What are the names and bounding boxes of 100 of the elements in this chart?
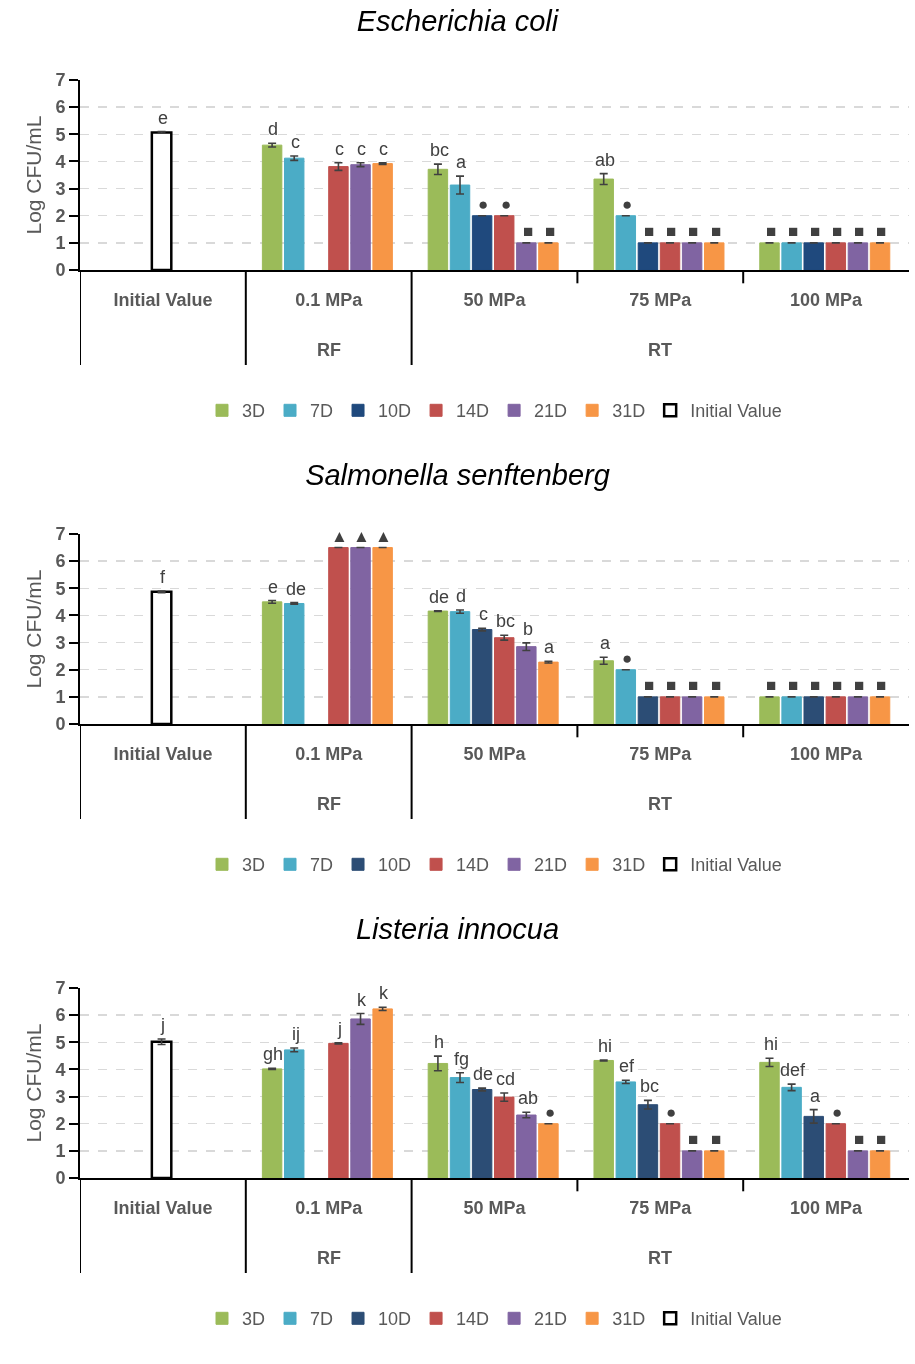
data-label: ● [478, 195, 489, 214]
data-label: ■ [854, 676, 865, 695]
legend-label: 3D [242, 1309, 266, 1330]
y-tick-label: 1 [55, 233, 66, 254]
data-label: ■ [876, 1130, 887, 1149]
data-label: c [479, 604, 488, 624]
legend-label: 14D [456, 1309, 490, 1330]
data-label: fg [454, 1049, 470, 1069]
x-tick-label: 0.1 MPa [295, 1197, 364, 1218]
legend-label: 21D [534, 1309, 568, 1330]
data-label: ■ [711, 1130, 722, 1149]
y-tick-label: 3 [55, 178, 66, 199]
y-tick-label: 5 [55, 578, 66, 599]
y-tick-label: 7 [55, 978, 66, 999]
y-tick-label: 2 [55, 1114, 66, 1135]
text: RT [648, 340, 672, 360]
y-tick-label: 0 [55, 260, 66, 281]
data-label: ■ [832, 222, 843, 241]
data-label: ■ [688, 222, 699, 241]
y-tick-label: 5 [55, 1032, 66, 1053]
y-tick-label: 6 [55, 97, 66, 118]
data-label: a [600, 633, 611, 653]
y-tick-label: 2 [55, 660, 66, 681]
y-tick-label: 3 [55, 1086, 66, 1107]
y-tick-label: 7 [55, 524, 66, 545]
data-label: de [286, 579, 307, 599]
legend-label: 10D [378, 401, 412, 422]
data-label: ■ [711, 222, 722, 241]
data-label: ● [622, 649, 633, 668]
text: RF [317, 794, 341, 814]
data-label: c [379, 139, 388, 159]
data-label: ■ [766, 222, 777, 241]
data-label: ■ [832, 676, 843, 695]
data-label: c [291, 132, 300, 152]
x-tick-label: 50 MPa [463, 1197, 527, 1218]
data-label: ab [518, 1088, 539, 1108]
data-label: c [357, 139, 366, 159]
x-tick-label: 0.1 MPa [295, 289, 364, 310]
data-label: f [160, 567, 166, 587]
data-label: ▲ [353, 527, 370, 546]
x-tick-label: 100 MPa [790, 289, 864, 310]
x-tick-label: 75 MPa [629, 1197, 693, 1218]
y-tick-label: 3 [55, 632, 66, 653]
data-label: cd [496, 1069, 516, 1089]
y-tick-label: 2 [55, 206, 66, 227]
chart-title: Salmonella senftenberg [305, 458, 610, 491]
x-tick-label: 75 MPa [629, 289, 693, 310]
data-label: ■ [523, 222, 534, 241]
legend-label: 31D [612, 855, 646, 876]
legend-label: 7D [310, 855, 334, 876]
data-label: bc [430, 140, 450, 160]
data-label: ■ [766, 676, 777, 695]
data-label: e [268, 577, 279, 597]
data-label: b [523, 619, 534, 639]
x-tick-label: 50 MPa [463, 289, 527, 310]
y-tick-label: 4 [55, 605, 66, 626]
data-label: ▲ [375, 527, 392, 546]
data-label: k [379, 983, 389, 1003]
data-label: ■ [810, 676, 821, 695]
text: RT [648, 794, 672, 814]
data-label: de [429, 587, 450, 607]
data-label: ij [292, 1024, 300, 1044]
data-label: ● [832, 1103, 843, 1122]
data-label: j [160, 1015, 165, 1035]
x-tick-label: 0.1 MPa [295, 743, 364, 764]
data-label: a [456, 152, 467, 172]
data-label: ● [545, 1103, 556, 1122]
data-label: bc [496, 611, 516, 631]
data-label: ef [619, 1056, 636, 1076]
data-label: de [473, 1064, 494, 1084]
x-tick-label: Initial Value [113, 743, 213, 764]
y-tick-label: 4 [55, 1059, 66, 1080]
data-label: ■ [644, 222, 655, 241]
x-tick-label: 100 MPa [790, 743, 864, 764]
legend-label: Initial Value [690, 401, 782, 422]
y-tick-label: 5 [55, 124, 66, 145]
y-tick-label: 0 [55, 714, 66, 735]
data-label: ■ [545, 222, 556, 241]
legend-label: Initial Value [690, 855, 782, 876]
legend-label: 10D [378, 855, 412, 876]
data-label: ■ [711, 676, 722, 695]
y-tick-label: 0 [55, 1168, 66, 1189]
legend-label: 21D [534, 401, 568, 422]
x-tick-label: Initial Value [113, 1197, 213, 1218]
y-tick-label: 1 [55, 1141, 66, 1162]
chart-title: Listeria innocua [355, 912, 560, 945]
data-label: ■ [688, 676, 699, 695]
data-label: ■ [644, 676, 655, 695]
data-label: e [158, 108, 169, 128]
y-tick-label: 6 [55, 1005, 66, 1026]
legend-label: 10D [378, 1309, 412, 1330]
legend-label: 7D [310, 1309, 334, 1330]
data-label: ab [595, 150, 616, 170]
y-tick-label: 4 [55, 151, 66, 172]
chart-title: Escherichia coli [356, 4, 560, 37]
data-label: ■ [788, 676, 799, 695]
legend-label: 21D [534, 855, 568, 876]
x-tick-label: 100 MPa [790, 1197, 864, 1218]
data-label: ▲ [331, 527, 348, 546]
text: RT [648, 1248, 672, 1268]
